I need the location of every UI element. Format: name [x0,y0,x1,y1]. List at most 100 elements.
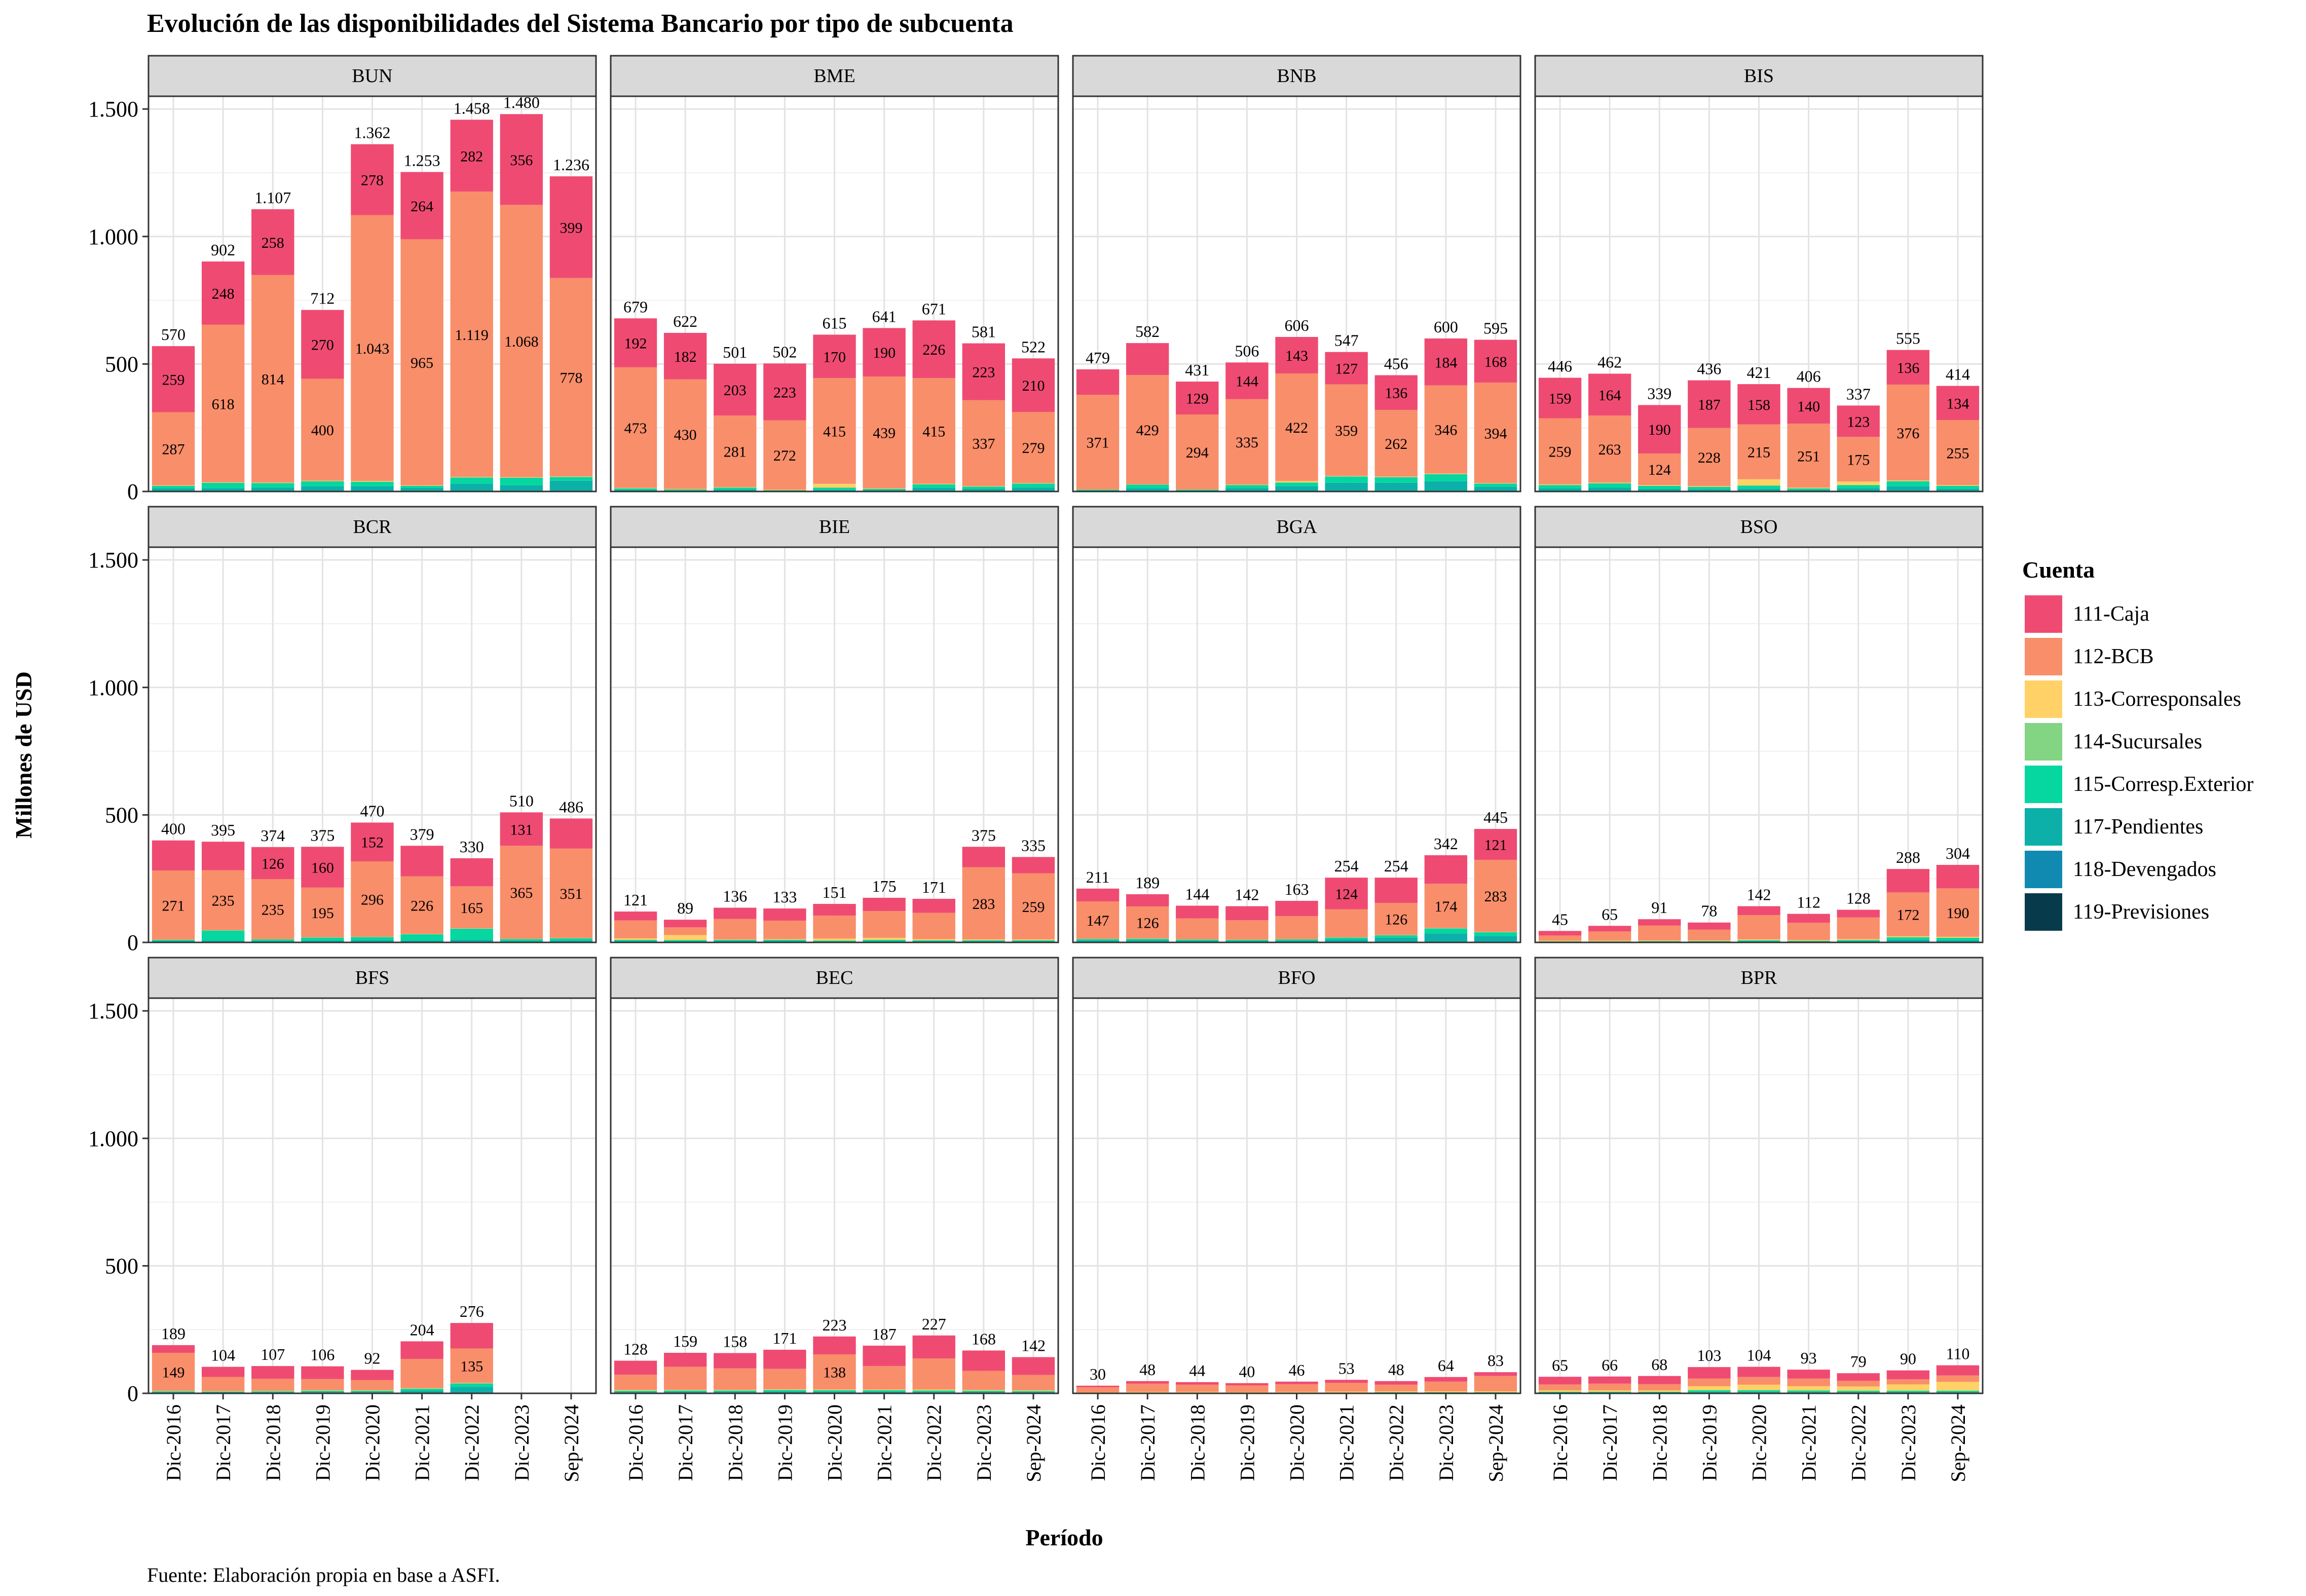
bar-segment-corresp-exterior [1787,1390,1830,1392]
total-value-label: 395 [211,821,235,839]
bar-segment-bcb [663,1366,707,1390]
bar-segment-bcb [450,192,493,477]
legend-swatch [2025,595,2062,633]
legend-label: 114-Sucursales [2073,730,2202,753]
caja-value-label: 160 [311,860,334,877]
bar-segment-corresponsales [663,1389,707,1391]
bcb-value-label: 235 [212,893,235,909]
caja-value-label: 170 [823,349,846,365]
bcb-value-label: 251 [1797,448,1820,465]
y-tick-label: 1.500 [88,97,138,122]
bar-segment-corresp-exterior [663,489,707,491]
total-value-label: 456 [1384,355,1408,373]
panel-strip [147,957,597,999]
bar-segment-corresponsales [614,1390,657,1391]
panel-strip-label: BFO [1278,967,1316,989]
bar-segment-pendientes [912,487,955,491]
total-value-label: 582 [1135,322,1160,340]
bcb-value-label: 439 [873,425,896,442]
bar-segment-corresp-exterior [912,1390,955,1392]
bar-segment-corresp-exterior [1225,939,1269,941]
y-tick-label: 1.500 [88,999,138,1023]
bar-segment-pendientes [1126,940,1169,942]
caja-value-label: 143 [1285,348,1308,364]
bar-segment-corresponsales [201,482,245,483]
bar-segment-bcb [152,1352,195,1391]
total-value-label: 64 [1438,1356,1454,1375]
bar-segment-caja [1737,906,1780,916]
bar-segment-bcb [1588,931,1631,941]
x-tick-label: Dic-2021 [1335,1404,1358,1481]
bar-segment-caja [912,898,955,913]
total-value-label: 83 [1487,1351,1504,1370]
bar-segment-bcb [1474,1376,1517,1391]
x-tick-label: Dic-2017 [1136,1404,1159,1481]
total-value-label: 227 [922,1315,946,1333]
bcb-value-label: 1.068 [504,333,539,350]
bcb-value-label: 259 [1549,444,1572,461]
bar-segment-pendientes [1012,487,1055,491]
bar-segment-pendientes [1787,489,1830,491]
total-value-label: 470 [360,802,385,820]
bar-segment-pendientes [251,487,294,491]
total-value-label: 570 [161,325,185,344]
bar-segment-pendientes [301,486,344,491]
bcb-value-label: 365 [510,885,533,901]
bcb-value-label: 138 [823,1364,846,1381]
total-value-label: 304 [1946,844,1970,862]
bar-segment-caja [1275,900,1318,917]
bar-segment-corresp-exterior [863,939,906,941]
legend-swatch [2025,680,2062,718]
bcb-value-label: 190 [1946,905,1969,922]
bar-segment-corresponsales [863,1389,906,1390]
bar-segment-corresp-exterior [1737,1390,1780,1392]
bar-segment-caja [351,1370,394,1380]
bar-segment-caja [1374,878,1418,903]
bar-segment-corresponsales [1424,1391,1468,1392]
total-value-label: 522 [1021,337,1046,356]
bar-segment-caja [614,1360,657,1375]
bar-segment-corresponsales [1275,1391,1318,1393]
x-tick-label: Dic-2018 [724,1404,747,1481]
bar-segment-caja [500,812,543,846]
bar-segment-corresponsales [813,938,856,941]
bar-segment-corresp-exterior [1837,940,1880,941]
bar-segment-caja [201,842,245,870]
bar-segment-caja [763,363,806,421]
bar-segment-caja [450,1323,493,1349]
chart-title: Evolución de las disponibilidades del Si… [147,9,1014,38]
legend-label: 113-Corresponsales [2073,688,2241,711]
bar-segment-corresp-exterior [1737,485,1780,489]
bar-segment-pendientes [1374,482,1418,491]
caja-value-label: 259 [162,371,185,388]
total-value-label: 187 [872,1325,897,1343]
panel-strip-label: BFS [355,967,390,989]
total-value-label: 1.362 [354,124,391,142]
bar-segment-corresp-exterior [400,485,443,488]
bar-segment-corresp-exterior [1638,1391,1681,1393]
caja-value-label: 356 [510,152,533,169]
bar-segment-caja [663,1352,707,1367]
total-value-label: 679 [623,297,648,316]
bar-segment-caja [1126,1381,1169,1384]
y-tick-label: 1.000 [88,1126,138,1151]
total-value-label: 133 [772,888,797,906]
total-value-label: 902 [211,241,235,259]
bar-segment-corresp-exterior [714,939,757,941]
total-value-label: 641 [872,307,897,325]
bar-segment-bcb [763,420,806,490]
total-value-label: 151 [823,883,847,901]
bcb-value-label: 1.043 [355,340,390,357]
bar-segment-bcb [450,886,493,929]
bcb-value-label: 149 [162,1364,185,1381]
bar-segment-corresp-exterior [813,1390,856,1392]
bar-segment-caja [1737,384,1780,425]
bar-segment-corresp-exterior [813,940,856,942]
total-value-label: 65 [1552,1356,1568,1374]
bar-segment-pendientes [1837,488,1880,491]
y-tick-label: 1.000 [88,675,138,700]
bar-segment-corresponsales [714,1389,757,1391]
bar-segment-pendientes [1737,488,1780,491]
total-value-label: 600 [1434,318,1458,336]
bar-segment-corresp-exterior [351,937,394,940]
